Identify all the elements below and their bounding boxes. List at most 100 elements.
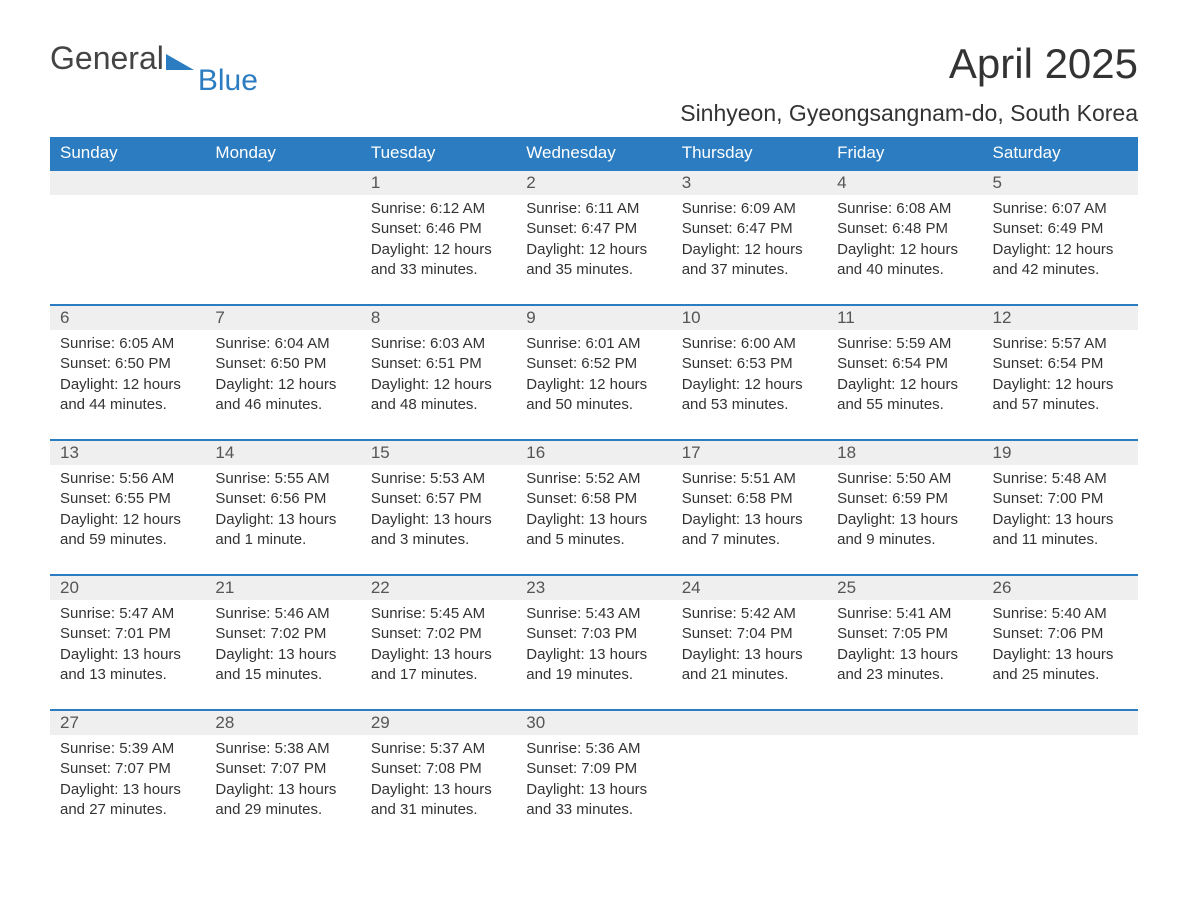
- sunrise-text: Sunrise: 5:47 AM: [60, 604, 195, 624]
- daylight-line2: and 21 minutes.: [682, 665, 817, 685]
- day-number-cell: 6: [50, 305, 205, 330]
- day-content-cell: Sunrise: 5:59 AMSunset: 6:54 PMDaylight:…: [827, 330, 982, 440]
- sunset-text: Sunset: 6:58 PM: [682, 489, 817, 509]
- sunset-text: Sunset: 6:50 PM: [60, 354, 195, 374]
- daylight-line1: Daylight: 12 hours: [682, 240, 817, 260]
- sunrise-text: Sunrise: 6:11 AM: [526, 199, 661, 219]
- day-content-cell: [983, 735, 1138, 845]
- day-content-cell: Sunrise: 6:09 AMSunset: 6:47 PMDaylight:…: [672, 195, 827, 305]
- daylight-line1: Daylight: 12 hours: [215, 375, 350, 395]
- daylight-line2: and 59 minutes.: [60, 530, 195, 550]
- day-number-cell: 9: [516, 305, 671, 330]
- sunrise-text: Sunrise: 5:39 AM: [60, 739, 195, 759]
- daylight-line1: Daylight: 12 hours: [526, 375, 661, 395]
- sunrise-text: Sunrise: 5:45 AM: [371, 604, 506, 624]
- weekday-header: Saturday: [983, 137, 1138, 170]
- day-number-cell: 14: [205, 440, 360, 465]
- day-number-cell: [672, 710, 827, 735]
- sunrise-text: Sunrise: 5:36 AM: [526, 739, 661, 759]
- day-content-cell: Sunrise: 5:39 AMSunset: 7:07 PMDaylight:…: [50, 735, 205, 845]
- sunset-text: Sunset: 6:56 PM: [215, 489, 350, 509]
- logo-triangle-icon: [166, 54, 194, 70]
- sunset-text: Sunset: 6:51 PM: [371, 354, 506, 374]
- day-content-cell: Sunrise: 6:07 AMSunset: 6:49 PMDaylight:…: [983, 195, 1138, 305]
- day-number-cell: 28: [205, 710, 360, 735]
- day-content-row: Sunrise: 6:12 AMSunset: 6:46 PMDaylight:…: [50, 195, 1138, 305]
- daylight-line2: and 15 minutes.: [215, 665, 350, 685]
- daylight-line1: Daylight: 12 hours: [526, 240, 661, 260]
- day-content-cell: Sunrise: 5:42 AMSunset: 7:04 PMDaylight:…: [672, 600, 827, 710]
- sunset-text: Sunset: 6:46 PM: [371, 219, 506, 239]
- daylight-line2: and 37 minutes.: [682, 260, 817, 280]
- day-number-cell: 13: [50, 440, 205, 465]
- day-number-cell: 7: [205, 305, 360, 330]
- day-content-cell: Sunrise: 5:46 AMSunset: 7:02 PMDaylight:…: [205, 600, 360, 710]
- sunrise-text: Sunrise: 5:56 AM: [60, 469, 195, 489]
- day-number-cell: 27: [50, 710, 205, 735]
- daylight-line1: Daylight: 12 hours: [993, 375, 1128, 395]
- daylight-line1: Daylight: 12 hours: [993, 240, 1128, 260]
- day-number: 27: [60, 713, 79, 732]
- sunset-text: Sunset: 6:55 PM: [60, 489, 195, 509]
- daylight-line1: Daylight: 13 hours: [837, 510, 972, 530]
- sunrise-text: Sunrise: 6:12 AM: [371, 199, 506, 219]
- day-number-cell: 12: [983, 305, 1138, 330]
- sunset-text: Sunset: 7:03 PM: [526, 624, 661, 644]
- daylight-line2: and 27 minutes.: [60, 800, 195, 820]
- daylight-line2: and 25 minutes.: [993, 665, 1128, 685]
- day-number-cell: [205, 170, 360, 195]
- day-number: 13: [60, 443, 79, 462]
- day-content-cell: Sunrise: 5:36 AMSunset: 7:09 PMDaylight:…: [516, 735, 671, 845]
- day-number-cell: 29: [361, 710, 516, 735]
- location-subtitle: Sinhyeon, Gyeongsangnam-do, South Korea: [680, 100, 1138, 127]
- daylight-line2: and 50 minutes.: [526, 395, 661, 415]
- daylight-line2: and 1 minute.: [215, 530, 350, 550]
- day-content-row: Sunrise: 6:05 AMSunset: 6:50 PMDaylight:…: [50, 330, 1138, 440]
- daylight-line2: and 44 minutes.: [60, 395, 195, 415]
- day-content-cell: Sunrise: 5:48 AMSunset: 7:00 PMDaylight:…: [983, 465, 1138, 575]
- daylight-line1: Daylight: 13 hours: [993, 645, 1128, 665]
- day-number: 28: [215, 713, 234, 732]
- day-content-cell: Sunrise: 5:47 AMSunset: 7:01 PMDaylight:…: [50, 600, 205, 710]
- day-number: 10: [682, 308, 701, 327]
- day-content-cell: [205, 195, 360, 305]
- day-content-cell: [672, 735, 827, 845]
- day-content-cell: Sunrise: 5:40 AMSunset: 7:06 PMDaylight:…: [983, 600, 1138, 710]
- weekday-header: Sunday: [50, 137, 205, 170]
- day-number-row: 12345: [50, 170, 1138, 195]
- day-number: 6: [60, 308, 69, 327]
- daylight-line1: Daylight: 13 hours: [215, 510, 350, 530]
- logo-main-text: General: [50, 40, 164, 77]
- day-number: 24: [682, 578, 701, 597]
- day-number-cell: 1: [361, 170, 516, 195]
- day-number: 25: [837, 578, 856, 597]
- sunset-text: Sunset: 7:05 PM: [837, 624, 972, 644]
- day-number-cell: 21: [205, 575, 360, 600]
- day-number: 8: [371, 308, 380, 327]
- day-number-cell: 16: [516, 440, 671, 465]
- day-number: 12: [993, 308, 1012, 327]
- day-number-cell: 3: [672, 170, 827, 195]
- sunrise-text: Sunrise: 5:50 AM: [837, 469, 972, 489]
- sunset-text: Sunset: 6:53 PM: [682, 354, 817, 374]
- day-number: 15: [371, 443, 390, 462]
- day-number-cell: 15: [361, 440, 516, 465]
- day-number: 26: [993, 578, 1012, 597]
- sunset-text: Sunset: 6:48 PM: [837, 219, 972, 239]
- daylight-line1: Daylight: 12 hours: [371, 240, 506, 260]
- daylight-line1: Daylight: 13 hours: [215, 780, 350, 800]
- day-number: 22: [371, 578, 390, 597]
- day-number: 11: [837, 308, 855, 327]
- sunrise-text: Sunrise: 5:55 AM: [215, 469, 350, 489]
- sunset-text: Sunset: 6:52 PM: [526, 354, 661, 374]
- day-number: 20: [60, 578, 79, 597]
- day-number: 18: [837, 443, 856, 462]
- day-content-cell: Sunrise: 5:56 AMSunset: 6:55 PMDaylight:…: [50, 465, 205, 575]
- weekday-header-row: Sunday Monday Tuesday Wednesday Thursday…: [50, 137, 1138, 170]
- daylight-line2: and 19 minutes.: [526, 665, 661, 685]
- day-content-cell: Sunrise: 5:37 AMSunset: 7:08 PMDaylight:…: [361, 735, 516, 845]
- sunrise-text: Sunrise: 5:40 AM: [993, 604, 1128, 624]
- day-number-cell: 25: [827, 575, 982, 600]
- sunset-text: Sunset: 6:49 PM: [993, 219, 1128, 239]
- daylight-line2: and 46 minutes.: [215, 395, 350, 415]
